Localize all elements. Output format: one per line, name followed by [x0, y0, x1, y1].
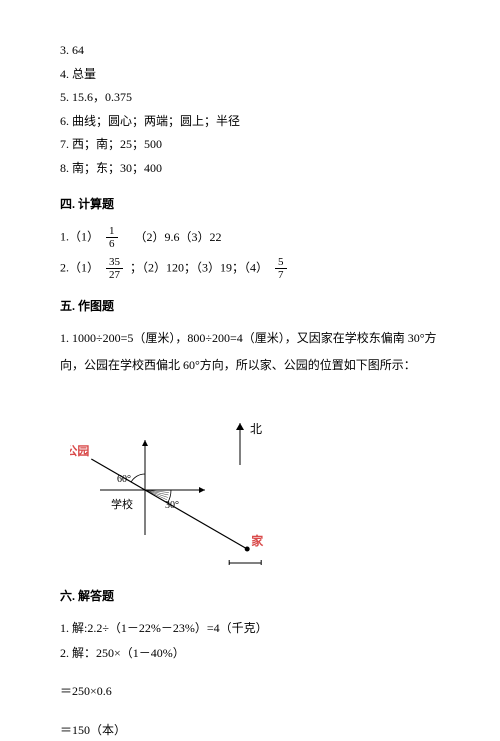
solve-line-1: 1. 解:2.2÷（1－22%－23%）=4（千克） [60, 618, 440, 640]
diagram-container: 北公园家60°30°学校0200米 [70, 395, 440, 573]
q2-prefix: 2.（1） [60, 261, 99, 275]
q2-mid: ；（2）120；（3）19；（4） [130, 261, 268, 275]
frac-num: 5 [275, 256, 287, 269]
section-5-desc-2: 向，公园在学校西偏北 60°方向，所以家、公园的位置如下图所示： [60, 354, 440, 377]
q1-parts: （2）9.6（3）22 [135, 230, 222, 244]
answer-line-6: 6. 曲线；圆心；两端；圆上；半径 [60, 111, 440, 133]
section-6-heading: 六. 解答题 [60, 586, 440, 608]
solve-line-2: 2. 解：250×（1－40%） [60, 643, 440, 665]
svg-text:30°: 30° [165, 500, 179, 511]
fraction-5-over-7: 5 7 [275, 256, 287, 281]
section-4-heading: 四. 计算题 [60, 194, 440, 216]
svg-text:家: 家 [251, 533, 264, 548]
fraction-1-over-6: 1 6 [106, 225, 118, 250]
answer-line-5: 5. 15.6，0.375 [60, 87, 440, 109]
svg-text:60°: 60° [117, 474, 131, 485]
svg-text:北: 北 [250, 422, 262, 436]
frac-num: 1 [106, 225, 118, 238]
frac-num: 35 [106, 256, 123, 269]
section-4-q2: 2.（1） 35 27 ；（2）120；（3）19；（4） 5 7 [60, 256, 440, 281]
svg-text:学校: 学校 [111, 497, 133, 511]
answer-line-4: 4. 总量 [60, 64, 440, 86]
answer-line-3: 3. 64 [60, 40, 440, 62]
fraction-35-over-27: 35 27 [106, 256, 123, 281]
location-diagram: 北公园家60°30°学校0200米 [70, 395, 330, 565]
section-5-heading: 五. 作图题 [60, 296, 440, 318]
answer-line-7: 7. 西；南；25；500 [60, 134, 440, 156]
frac-den: 7 [275, 269, 287, 281]
solve-line-3: ＝250×0.6 [60, 681, 440, 703]
solve-line-4: ＝150（本） [60, 720, 440, 741]
section-4-q1: 1.（1） 1 6 （2）9.6（3）22 [60, 225, 440, 250]
svg-text:公园: 公园 [70, 444, 89, 458]
q1-prefix: 1.（1） [60, 230, 99, 244]
frac-den: 6 [106, 238, 118, 250]
section-5-desc-1: 1. 1000÷200=5（厘米），800÷200=4（厘米），又因家在学校东偏… [60, 327, 440, 350]
answer-line-8: 8. 南；东；30；400 [60, 158, 440, 180]
frac-den: 27 [106, 269, 123, 281]
